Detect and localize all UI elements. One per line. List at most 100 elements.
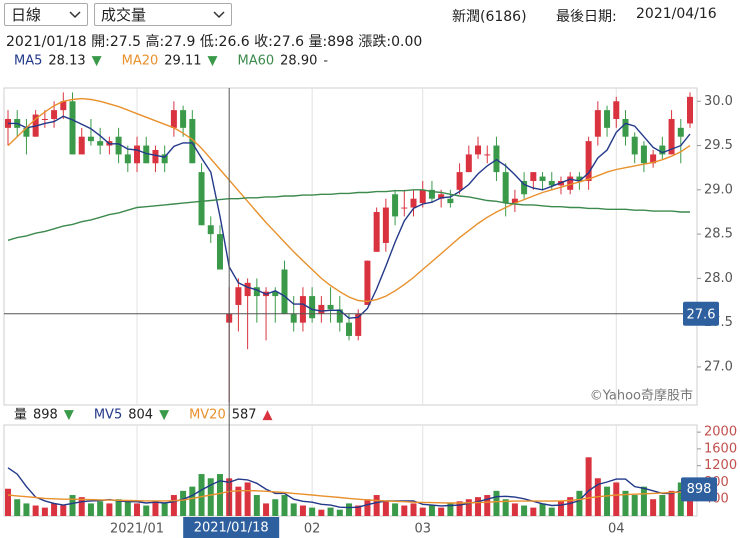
watermark: ©Yahoo奇摩股市 [590, 388, 693, 404]
volume-bar [585, 457, 592, 516]
legend-arrow: ▼ [64, 408, 74, 423]
volume-bar [493, 490, 500, 516]
volume-bar [410, 503, 417, 516]
candle-body [659, 145, 666, 155]
candle-body [281, 269, 288, 314]
chevron [69, 11, 81, 19]
volume-bar [456, 501, 463, 516]
candle-body [475, 145, 482, 155]
candle-body [134, 145, 141, 164]
candle-body [382, 207, 389, 243]
candle-body [567, 176, 574, 190]
y-tick-label: 29.0 [704, 182, 733, 197]
volume-bar [613, 482, 620, 516]
volume-bar [152, 501, 159, 516]
candle-body [613, 101, 620, 119]
candle-body [604, 110, 611, 128]
volume-bar [41, 507, 48, 516]
candle-body [51, 110, 58, 119]
indicator-text: 成交量 [101, 6, 147, 24]
candle-body [511, 198, 518, 204]
x-tick-label: 02 [304, 522, 321, 537]
volume-bar [346, 503, 352, 516]
volume-bar [180, 490, 187, 516]
volume-bar [447, 503, 454, 516]
volume-bar [401, 505, 408, 516]
indicator-dropdown[interactable]: 成交量 [94, 3, 232, 26]
volume-bar [134, 503, 141, 516]
legend-value: 28.13 [48, 54, 85, 69]
ma-line [7, 189, 690, 241]
candle-body [170, 110, 177, 128]
ma-line [7, 97, 691, 303]
legend-name: 量 [14, 408, 27, 423]
candle-body [650, 154, 657, 164]
volume-bar [438, 507, 445, 516]
candle-body [428, 189, 435, 199]
candle-body [401, 207, 408, 209]
candle-body [392, 194, 399, 217]
legend-arrow: - [323, 54, 328, 69]
legend-value: 804 [128, 408, 153, 423]
candle-body [355, 313, 362, 336]
volume-bar [650, 499, 657, 516]
volume-bar [115, 499, 122, 516]
legend-value: 898 [33, 408, 58, 423]
volume-bar [106, 503, 113, 516]
period-dropdown[interactable]: 日線 [4, 3, 88, 26]
volume-panel [3, 424, 698, 517]
legend-arrow: ▼ [159, 408, 169, 423]
volume-bar [235, 486, 242, 516]
price-panel [3, 87, 698, 406]
date-label-box [183, 517, 280, 538]
legend-arrow: ▼ [92, 54, 102, 69]
candle-body [502, 172, 509, 204]
volume-bar [521, 505, 528, 516]
candle-body [585, 141, 592, 181]
volume-bar [60, 505, 67, 516]
volume-bar [373, 495, 380, 516]
volume-bar [631, 495, 638, 516]
stock-name: 新潤(6186) [452, 9, 527, 25]
volume-bar [640, 486, 647, 516]
candle-body [419, 189, 426, 204]
candle-body [60, 101, 67, 111]
candle-body [465, 154, 472, 173]
chevron [213, 11, 225, 19]
candle-body [69, 101, 76, 155]
candle-body [687, 96, 693, 124]
candle-body [484, 154, 491, 156]
last-date: 2021/04/16 [636, 6, 717, 22]
candle-body [373, 211, 380, 252]
volume-bar [511, 503, 518, 516]
legend-name: MV20 [189, 408, 226, 423]
volume-bar [198, 474, 205, 516]
x-tick-label: 2021/01 [110, 522, 164, 537]
volume-bar [299, 505, 306, 516]
price-label: 27.6 [687, 307, 716, 322]
x-tick-label: 03 [414, 522, 431, 537]
volume-label-box [681, 477, 717, 502]
volume-bar [539, 503, 546, 516]
volume-bar [382, 501, 389, 516]
volume-bar [87, 503, 94, 516]
y-tick-label: 1200 [704, 458, 737, 473]
volume-bar [336, 509, 343, 516]
y-tick-label: 27.0 [704, 359, 733, 374]
volume-bar [530, 507, 537, 516]
candle-body [97, 141, 104, 146]
volume-bar [263, 503, 270, 516]
legend-value: 587 [232, 408, 257, 423]
candle-body [180, 110, 187, 128]
y-tick-label: 30.0 [704, 94, 733, 109]
volume-bar [309, 507, 316, 516]
volume-bar [604, 486, 611, 516]
volume-bar [567, 497, 574, 516]
volume-bar [290, 503, 297, 516]
price-label-box [683, 301, 719, 326]
candle-body [235, 287, 242, 305]
volume-bar [364, 499, 371, 516]
candle-body [530, 172, 537, 181]
volume-label: 898 [687, 482, 712, 497]
